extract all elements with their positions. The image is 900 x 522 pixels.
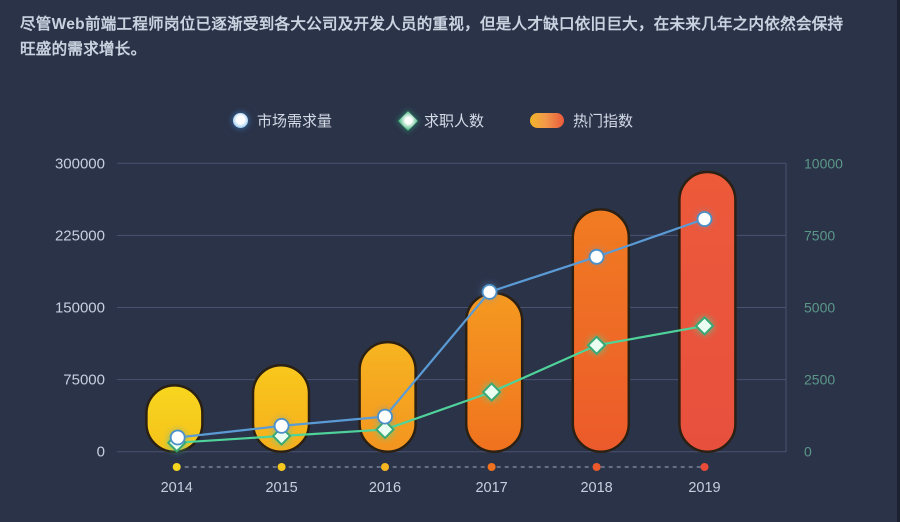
svg-text:150000: 150000 — [55, 300, 105, 317]
svg-text:2017: 2017 — [475, 480, 507, 496]
svg-text:0: 0 — [97, 444, 105, 461]
svg-text:2019: 2019 — [688, 480, 720, 496]
svg-text:2500: 2500 — [804, 372, 835, 388]
svg-text:5000: 5000 — [804, 300, 835, 316]
svg-text:2015: 2015 — [265, 480, 297, 496]
svg-text:2014: 2014 — [161, 480, 193, 496]
svg-text:2018: 2018 — [580, 480, 612, 496]
svg-text:10000: 10000 — [804, 155, 843, 171]
svg-text:0: 0 — [804, 444, 812, 460]
svg-text:75000: 75000 — [63, 372, 105, 389]
svg-text:2016: 2016 — [369, 480, 401, 496]
svg-text:7500: 7500 — [804, 227, 835, 243]
svg-text:300000: 300000 — [55, 155, 105, 172]
svg-text:225000: 225000 — [55, 227, 105, 244]
